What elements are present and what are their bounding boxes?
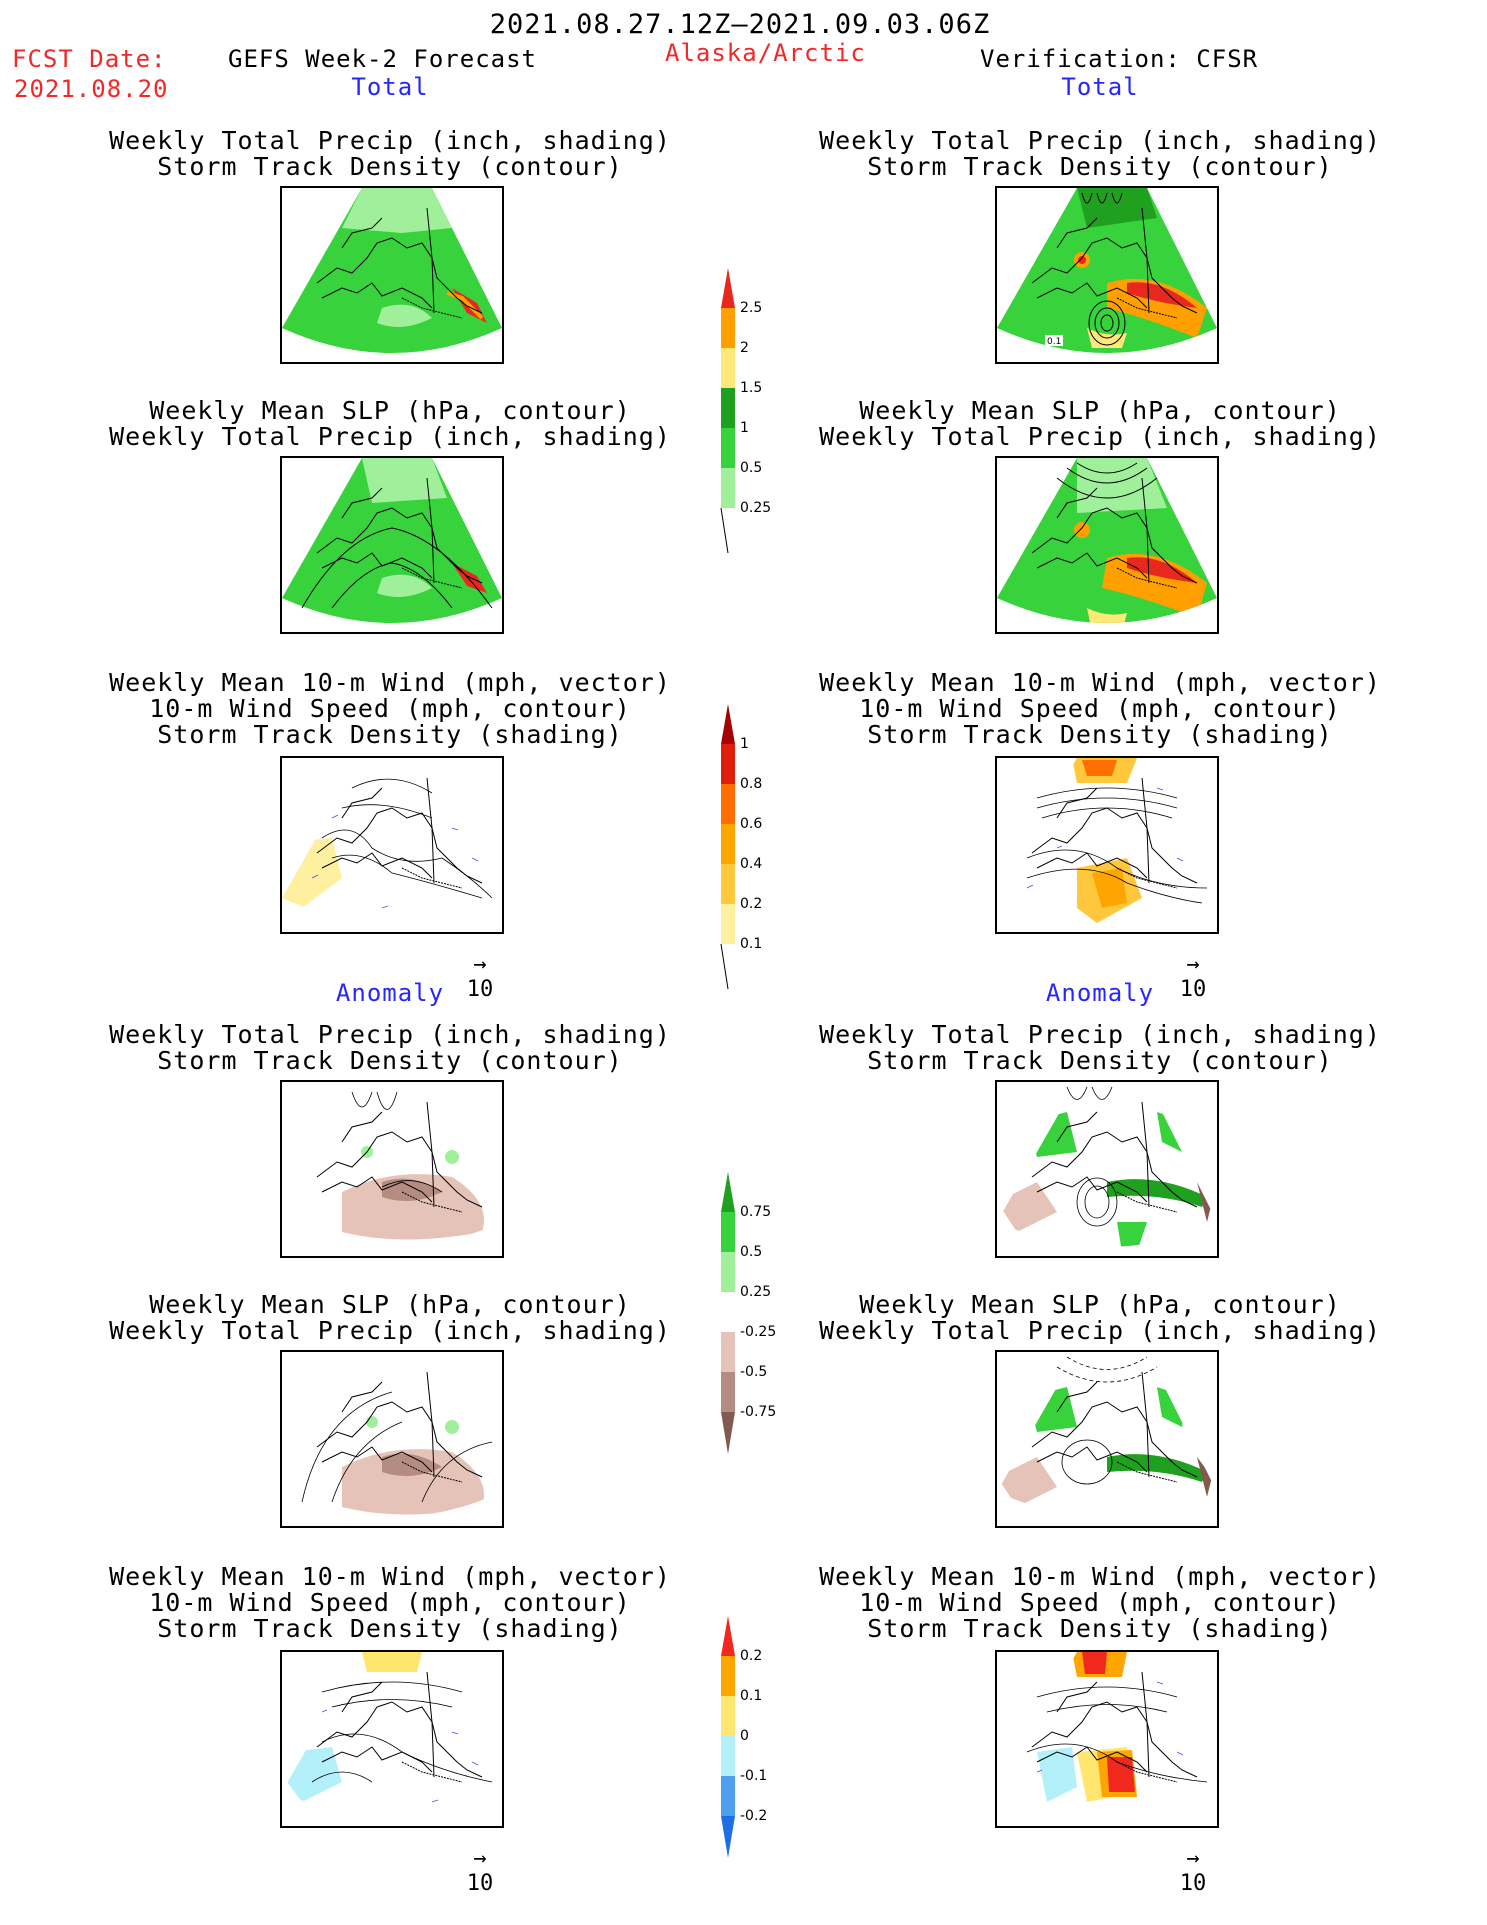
- map-slp-precip-anom-fcst: [280, 1350, 504, 1528]
- fcst-date-label: FCST Date:: [12, 45, 167, 73]
- panel-title-precip-anom-left: Weekly Total Precip (inch, shading) Storm…: [109, 1020, 671, 1075]
- cb-label: -0.2: [740, 1808, 768, 1824]
- map-slp-precip-total-obs: [995, 456, 1219, 634]
- section-total-left: Total: [351, 73, 429, 101]
- map-precip-storm-total-fcst: [280, 186, 504, 364]
- cb-label: 1: [740, 420, 749, 436]
- cb-label: 0.5: [740, 1244, 763, 1260]
- map-wind-total-fcst: [280, 756, 504, 934]
- map-wind-total-obs: [995, 756, 1219, 934]
- panel-title-wind-total-right: Weekly Mean 10-m Wind (mph, vector) 10-m …: [819, 668, 1381, 749]
- cb-label: 2: [740, 340, 749, 356]
- cb-label: 0.75: [740, 1204, 772, 1220]
- map-slp-precip-total-fcst: [280, 456, 504, 634]
- panel-title-wind-total-left: Weekly Mean 10-m Wind (mph, vector) 10-m …: [109, 668, 671, 749]
- map-precip-storm-total-obs: 0.1: [995, 186, 1219, 364]
- panel-title-slp-total-left: Weekly Mean SLP (hPa, contour) Weekly Tot…: [109, 396, 671, 451]
- cb-label: 0.4: [740, 856, 763, 872]
- colorbar-storm-anom: 0.2 0.1 0 -0.1 -0.2: [718, 1616, 798, 1876]
- cb-label: 0.25: [740, 1284, 772, 1300]
- verification-title: Verification: CFSR: [980, 45, 1259, 73]
- colorbar-storm-total: 1 0.8 0.6 0.4 0.2 0.1: [718, 704, 798, 994]
- map-wind-anom-obs: [995, 1650, 1219, 1828]
- region-title: Alaska/Arctic: [665, 39, 866, 67]
- colorbar-precip-anom: 0.75 0.5 0.25 -0.25 -0.5 -0.75: [718, 1172, 798, 1462]
- vector-ref-total-right: → 10: [1179, 952, 1207, 1002]
- panel-title-wind-anom-right: Weekly Mean 10-m Wind (mph, vector) 10-m …: [819, 1562, 1381, 1643]
- model-title: GEFS Week-2 Forecast: [228, 45, 537, 73]
- colorbar-precip-total: 2.5 2 1.5 1 0.5 0.25: [718, 268, 798, 558]
- map-precip-storm-anom-fcst: [280, 1080, 504, 1258]
- panel-title-slp-anom-right: Weekly Mean SLP (hPa, contour) Weekly Tot…: [819, 1290, 1381, 1345]
- section-anomaly-right: Anomaly: [1045, 979, 1155, 1007]
- panel-title-slp-anom-left: Weekly Mean SLP (hPa, contour) Weekly Tot…: [109, 1290, 671, 1345]
- map-wind-anom-fcst: [280, 1650, 504, 1828]
- cb-label: 0.25: [740, 500, 772, 516]
- section-total-right: Total: [1061, 73, 1139, 101]
- vector-ref-anom-right: → 10: [1179, 1846, 1207, 1896]
- vector-ref-anom-left: → 10: [466, 1846, 494, 1896]
- section-anomaly-left: Anomaly: [335, 979, 445, 1007]
- vector-ref-total-left: → 10: [466, 952, 494, 1002]
- cb-label: 2.5: [740, 300, 763, 316]
- cb-label: 0.6: [740, 816, 763, 832]
- cb-label: 0.2: [740, 1648, 763, 1664]
- period-title: 2021.08.27.12Z–2021.09.03.06Z: [489, 9, 991, 40]
- panel-title-slp-total-right: Weekly Mean SLP (hPa, contour) Weekly Tot…: [819, 396, 1381, 451]
- cb-label: 0.1: [740, 936, 763, 952]
- panel-title-precip-anom-right: Weekly Total Precip (inch, shading) Storm…: [819, 1020, 1381, 1075]
- fcst-date-value: 2021.08.20: [14, 75, 169, 103]
- cb-label: -0.25: [740, 1324, 777, 1340]
- map-precip-storm-anom-obs: [995, 1080, 1219, 1258]
- contour-label: 0.1: [1047, 337, 1061, 347]
- cb-label: 0.8: [740, 776, 763, 792]
- cb-label: 0.5: [740, 460, 763, 476]
- cb-label: -0.5: [740, 1364, 768, 1380]
- cb-label: 1: [740, 736, 749, 752]
- panel-title-precip-total-left: Weekly Total Precip (inch, shading) Storm…: [109, 126, 671, 181]
- map-slp-precip-anom-obs: [995, 1350, 1219, 1528]
- cb-label: 0: [740, 1728, 749, 1744]
- cb-label: 1.5: [740, 380, 763, 396]
- cb-label: 0.1: [740, 1688, 763, 1704]
- panel-title-precip-total-right: Weekly Total Precip (inch, shading) Storm…: [819, 126, 1381, 181]
- cb-label: 0.2: [740, 896, 763, 912]
- cb-label: -0.75: [740, 1404, 777, 1420]
- panel-title-wind-anom-left: Weekly Mean 10-m Wind (mph, vector) 10-m …: [109, 1562, 671, 1643]
- cb-label: -0.1: [740, 1768, 768, 1784]
